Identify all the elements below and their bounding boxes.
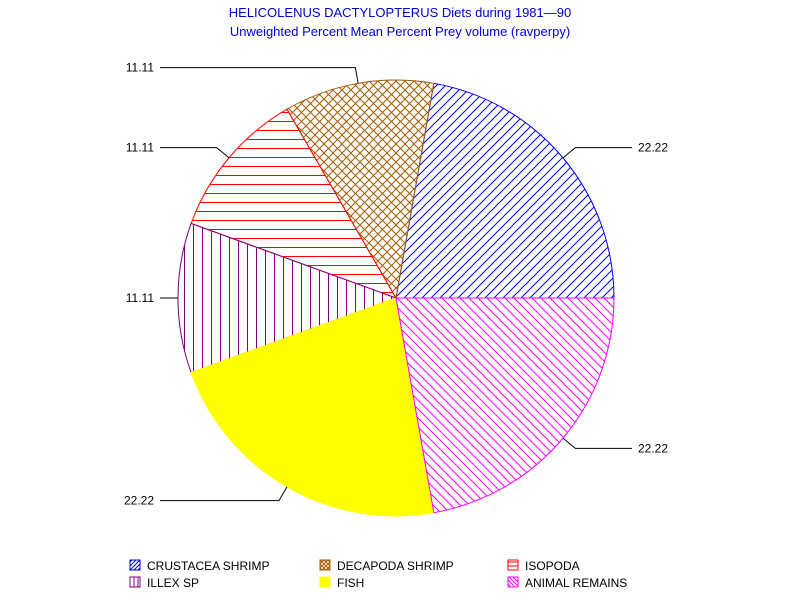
- legend-swatch: [319, 559, 331, 571]
- legend-label: ILLEX SP: [147, 576, 199, 590]
- legend-label: DECAPODA SHRIMP: [337, 559, 454, 573]
- slice-value-label: 22.22: [638, 441, 668, 455]
- legend-label: FISH: [337, 576, 364, 590]
- leader-line: [160, 147, 230, 159]
- pie-slice-crustacea-shrimp: [395, 82, 615, 299]
- slice-labels: 22.22 11.11 11.11 11.11 22.22 22.22: [124, 61, 668, 508]
- chart-subtitle: Unweighted Percent Mean Percent Prey vol…: [230, 24, 570, 39]
- pie-slice-animal-remains: [395, 297, 615, 514]
- pie-slice-decapoda-shrimp: [286, 79, 435, 300]
- slice-value-label: 11.11: [126, 291, 155, 305]
- legend: CRUSTACEA SHRIMP DECAPODA SHRIMP ISOPODA IL…: [129, 559, 627, 590]
- legend-swatch: [129, 559, 141, 571]
- leader-line: [562, 437, 632, 449]
- legend-label: ANIMAL REMAINS: [525, 576, 627, 590]
- legend-swatch: [319, 576, 331, 588]
- pie-slice-isopoda: [190, 108, 398, 299]
- legend-label: CRUSTACEA SHRIMP: [147, 559, 269, 573]
- legend-swatch: [507, 559, 519, 571]
- pie-slice-illex-sp: [177, 222, 398, 374]
- slice-value-label: 22.22: [638, 141, 668, 155]
- legend-swatch: [507, 576, 519, 588]
- slice-value-label: 22.22: [124, 494, 154, 508]
- slice-value-label: 11.11: [126, 141, 155, 155]
- legend-label: ISOPODA: [525, 559, 580, 573]
- chart-title: HELICOLENUS DACTYLOPTERUS Diets during 1…: [229, 5, 571, 20]
- legend-swatch: [129, 576, 141, 588]
- pie-slices: [177, 79, 615, 517]
- pie-slice-fish: [190, 297, 435, 517]
- leader-line: [562, 147, 632, 159]
- leader-line: [160, 67, 359, 84]
- slice-value-label: 11.11: [126, 61, 155, 75]
- leader-line: [160, 486, 288, 502]
